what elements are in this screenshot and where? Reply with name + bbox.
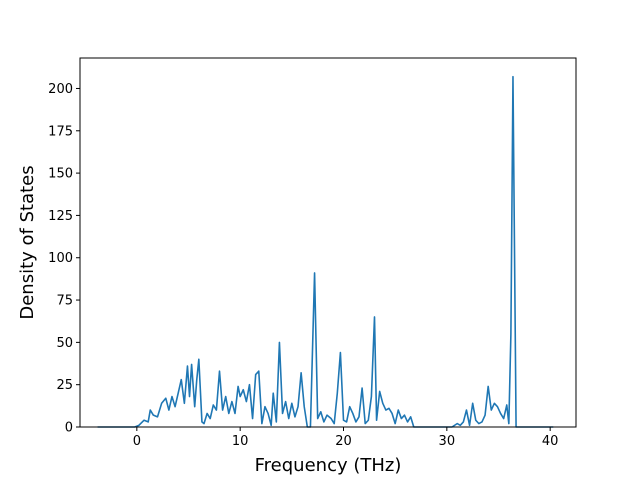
y-tick-label: 25 <box>56 378 73 393</box>
y-tick-label: 100 <box>48 251 73 266</box>
y-tick-label: 0 <box>65 421 73 436</box>
y-tick-label: 150 <box>48 167 73 182</box>
x-axis: 0 10 20 30 40 <box>133 427 559 449</box>
y-tick-label: 75 <box>56 294 73 309</box>
x-tick-label: 30 <box>439 434 456 449</box>
y-axis: 0 25 50 75 100 125 150 175 200 <box>48 82 80 436</box>
y-tick-label: 175 <box>48 124 73 139</box>
dos-series-line <box>97 75 554 428</box>
y-tick-label: 200 <box>48 82 73 97</box>
x-tick-label: 0 <box>133 434 141 449</box>
x-tick-label: 10 <box>232 434 249 449</box>
x-tick-label: 20 <box>335 434 352 449</box>
y-tick-label: 50 <box>56 336 73 351</box>
y-axis-label: Density of States <box>17 165 38 319</box>
x-axis-label: Frequency (THz) <box>255 455 402 476</box>
plot-frame <box>79 57 577 428</box>
plot-layer <box>97 75 554 428</box>
x-tick-label: 40 <box>542 434 559 449</box>
y-tick-label: 125 <box>48 209 73 224</box>
